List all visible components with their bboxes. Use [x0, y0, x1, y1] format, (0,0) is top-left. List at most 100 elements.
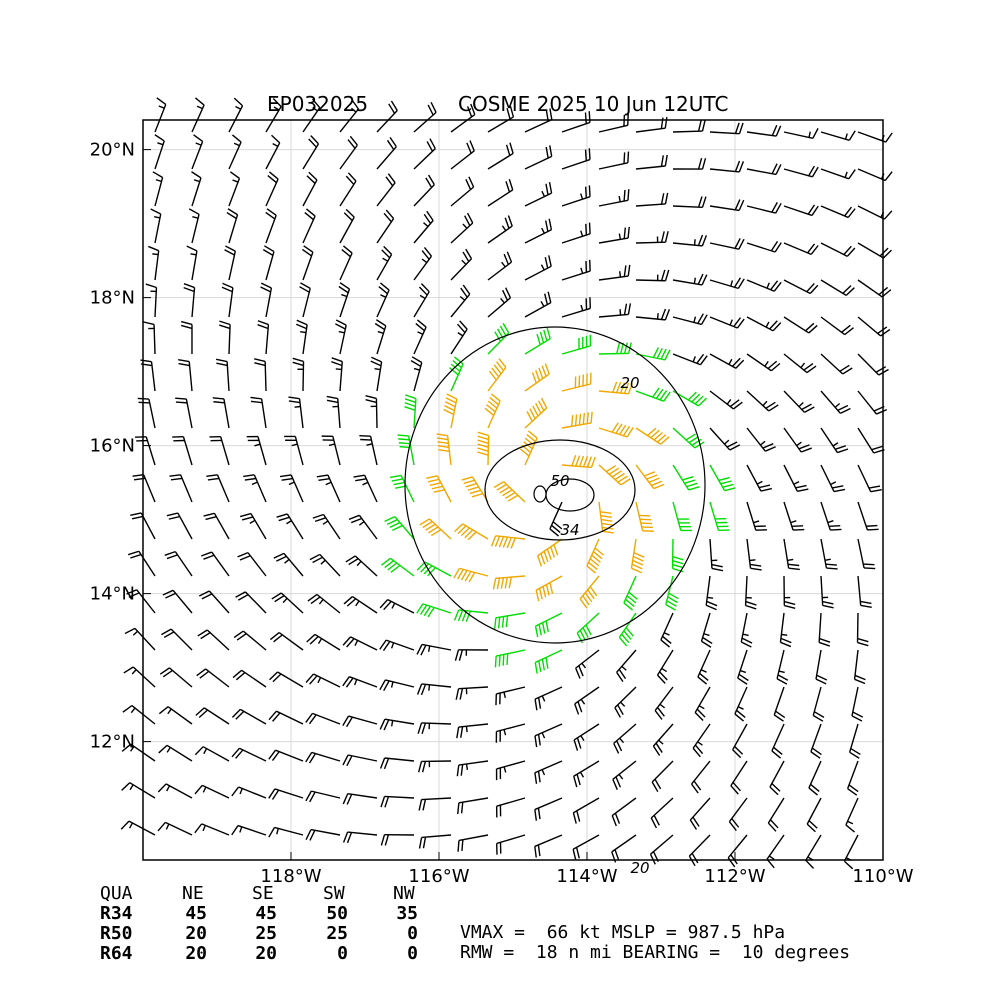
- wind-barb: [231, 786, 267, 799]
- wind-barb: [598, 151, 630, 170]
- table-cell: 0: [337, 943, 348, 964]
- wind-barb: [121, 782, 156, 799]
- wind-barb: [380, 833, 415, 846]
- wind-barb: [135, 436, 156, 466]
- wind-barb: [776, 649, 789, 685]
- wind-barb: [654, 686, 674, 720]
- wind-barb: [730, 760, 748, 795]
- wind-barb: [709, 353, 745, 369]
- wind-barb: [243, 474, 267, 503]
- wind-barb: [456, 760, 489, 777]
- wind-barb: [851, 686, 864, 722]
- wind-barb: [665, 575, 679, 611]
- wind-barb: [779, 612, 792, 648]
- wind-barb: [495, 797, 526, 818]
- contour-eye: [533, 485, 547, 503]
- wind-barb: [806, 797, 822, 833]
- wind-barb: [257, 320, 270, 355]
- wind-barb: [120, 820, 156, 836]
- wind-barb: [305, 828, 341, 841]
- wind-barb: [306, 633, 341, 651]
- wind-barb: [200, 551, 230, 577]
- wind-barb: [857, 205, 893, 220]
- wind-barb: [746, 279, 782, 292]
- wind-barb: [598, 422, 634, 438]
- wind-barb: [746, 501, 768, 531]
- wind-barb: [299, 282, 311, 318]
- wind-barb: [284, 435, 304, 466]
- wind-barb: [376, 245, 393, 281]
- wind-barb: [492, 575, 526, 590]
- wind-barb: [818, 612, 831, 647]
- wind-barb: [305, 673, 341, 688]
- wind-barb: [487, 215, 513, 244]
- wind-barb: [254, 358, 267, 392]
- wind-barb: [783, 575, 796, 610]
- wind-barb: [123, 666, 156, 688]
- wind-barb: [365, 395, 378, 429]
- wind-barb: [404, 394, 417, 429]
- wind-barb: [783, 242, 819, 256]
- wind-barb: [820, 205, 856, 219]
- wind-barb: [413, 138, 436, 170]
- wind-barb: [650, 797, 674, 829]
- wind-barb: [231, 747, 267, 762]
- wind-barb: [709, 390, 743, 410]
- wind-barb: [586, 538, 605, 574]
- wind-barb: [635, 347, 671, 361]
- table-cell: 0: [407, 923, 418, 944]
- wind-barb: [524, 218, 553, 244]
- wind-barb: [572, 797, 600, 824]
- wind-barb: [611, 797, 637, 827]
- wind-barb: [302, 208, 316, 244]
- wind-barb: [561, 148, 591, 170]
- wind-barb: [783, 464, 809, 493]
- wind-barb: [228, 171, 241, 207]
- wind-barb: [820, 501, 842, 531]
- wind-barb: [857, 242, 892, 259]
- wind-barb: [342, 636, 378, 651]
- wind-barb: [269, 631, 304, 651]
- wind-barb: [339, 172, 357, 207]
- wind-barb: [534, 649, 563, 674]
- wind-barb: [379, 757, 415, 770]
- wind-barb: [810, 723, 822, 759]
- wind-barb: [783, 128, 819, 139]
- wind-barb: [342, 754, 378, 767]
- wind-barb: [457, 797, 489, 815]
- contour-label: 20: [630, 859, 649, 877]
- wind-barb: [598, 464, 631, 486]
- x-tick-label: 112°W: [704, 866, 765, 887]
- contour-label: 50: [550, 472, 569, 490]
- wind-barb: [740, 612, 753, 648]
- wind-barb: [384, 515, 415, 540]
- wind-barb: [183, 283, 196, 318]
- wind-barb: [137, 397, 156, 429]
- wind-barb: [672, 119, 706, 133]
- wind-barb: [783, 165, 819, 178]
- wind-barb: [727, 834, 748, 868]
- wind-barb: [495, 760, 526, 781]
- wind-barb: [812, 686, 825, 722]
- wind-barb: [457, 834, 489, 852]
- table-cell: 50: [326, 903, 348, 924]
- wind-barb: [158, 744, 193, 762]
- wind-barb: [524, 255, 552, 281]
- table-column-header: QUA: [100, 883, 133, 904]
- wind-barb: [487, 358, 507, 392]
- wind-barb: [157, 821, 193, 836]
- wind-barb: [215, 358, 230, 392]
- wind-barb: [376, 209, 395, 244]
- wind-barb: [348, 514, 378, 540]
- wind-barb: [413, 283, 430, 318]
- wind-barb: [339, 135, 358, 170]
- table-cell: 35: [396, 903, 418, 924]
- wind-barb: [783, 390, 815, 413]
- table-cell: 45: [185, 903, 207, 924]
- wind-barb: [618, 612, 637, 647]
- wind-barb: [672, 196, 707, 209]
- wind-barb: [150, 208, 162, 244]
- wind-barb: [194, 823, 230, 836]
- table-cell: 20: [255, 943, 277, 964]
- map-frame: [142, 119, 884, 861]
